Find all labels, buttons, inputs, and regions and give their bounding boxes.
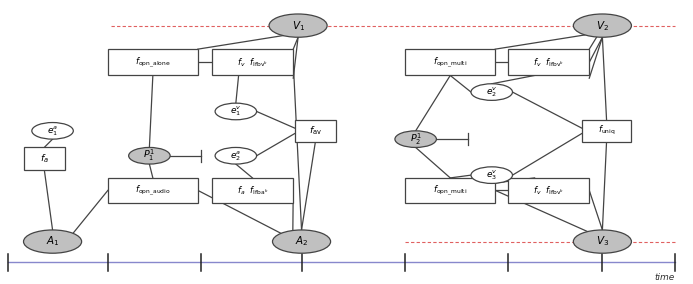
- Text: $V_3$: $V_3$: [596, 235, 609, 248]
- Text: $f_a\ \ f_{{\mathrm{lfba}}^k}$: $f_a\ \ f_{{\mathrm{lfba}}^k}$: [236, 184, 268, 197]
- Text: time: time: [655, 273, 675, 282]
- FancyBboxPatch shape: [405, 178, 495, 203]
- Circle shape: [573, 230, 631, 253]
- Circle shape: [215, 103, 256, 120]
- Circle shape: [24, 230, 82, 253]
- Text: $f_v\ \ f_{{\mathrm{lfbv}}^k}$: $f_v\ \ f_{{\mathrm{lfbv}}^k}$: [533, 56, 564, 68]
- FancyBboxPatch shape: [508, 49, 589, 76]
- Text: $f_v\ \ f_{{\mathrm{lfbv}}^k}$: $f_v\ \ f_{{\mathrm{lfbv}}^k}$: [237, 56, 268, 68]
- FancyBboxPatch shape: [108, 49, 198, 76]
- Circle shape: [129, 147, 170, 164]
- Circle shape: [573, 14, 631, 37]
- Circle shape: [215, 147, 256, 164]
- FancyBboxPatch shape: [295, 120, 336, 142]
- Circle shape: [269, 14, 327, 37]
- Text: $e_1^a$: $e_1^a$: [47, 124, 58, 137]
- Text: $V_2$: $V_2$: [596, 19, 609, 32]
- FancyBboxPatch shape: [211, 178, 293, 203]
- Text: $f_{\mathrm{opn\_alone}}$: $f_{\mathrm{opn\_alone}}$: [135, 55, 170, 70]
- Text: $f_v\ \ f_{{\mathrm{lfbv}}^k}$: $f_v\ \ f_{{\mathrm{lfbv}}^k}$: [533, 184, 564, 197]
- Text: $e_2^a$: $e_2^a$: [230, 149, 242, 162]
- Text: $f_{\mathrm{uniq}}$: $f_{\mathrm{uniq}}$: [597, 124, 615, 137]
- Text: $f_{\mathrm{opn\_audio}}$: $f_{\mathrm{opn\_audio}}$: [135, 183, 170, 198]
- Circle shape: [471, 167, 513, 183]
- FancyBboxPatch shape: [405, 49, 495, 76]
- FancyBboxPatch shape: [508, 178, 589, 203]
- FancyBboxPatch shape: [24, 147, 65, 170]
- Text: $e_1^v$: $e_1^v$: [230, 105, 242, 118]
- Text: $f_{\mathrm{opn\_multi}}$: $f_{\mathrm{opn\_multi}}$: [433, 55, 467, 70]
- Text: $f_a$: $f_a$: [40, 152, 49, 165]
- Text: $V_1$: $V_1$: [292, 19, 305, 32]
- FancyBboxPatch shape: [211, 49, 293, 76]
- Circle shape: [471, 84, 513, 100]
- Text: $A_2$: $A_2$: [295, 235, 308, 248]
- Text: $e_2^v$: $e_2^v$: [486, 85, 498, 99]
- Text: $P_1^1$: $P_1^1$: [143, 148, 155, 163]
- Circle shape: [272, 230, 331, 253]
- FancyBboxPatch shape: [581, 120, 631, 142]
- Circle shape: [395, 131, 437, 147]
- Text: $e_3^v$: $e_3^v$: [486, 168, 498, 182]
- Text: $A_1$: $A_1$: [46, 235, 60, 248]
- Text: $P_2^1$: $P_2^1$: [410, 131, 421, 147]
- Text: $f_{\mathrm{av}}$: $f_{\mathrm{av}}$: [309, 125, 322, 137]
- FancyBboxPatch shape: [108, 178, 198, 203]
- Text: $f_{\mathrm{opn\_multi}}$: $f_{\mathrm{opn\_multi}}$: [433, 183, 467, 198]
- Circle shape: [32, 122, 73, 139]
